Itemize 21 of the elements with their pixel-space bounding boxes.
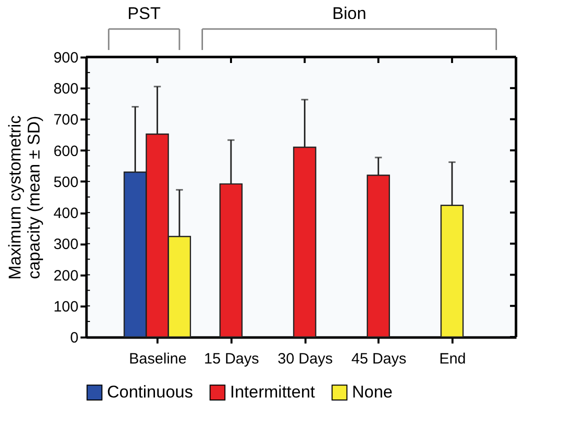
x-tick-label: 30 Days (278, 350, 333, 368)
legend-label: Intermittent (230, 382, 316, 402)
y-tick-label: 400 (53, 205, 78, 222)
text: Bion (332, 4, 366, 23)
x-tick-label: Baseline (129, 350, 187, 368)
y-tick-label: 0 (70, 330, 78, 346)
y-tick-label: 700 (53, 112, 78, 129)
y-tick-label: 800 (53, 80, 78, 98)
y-tick-label: 300 (53, 236, 78, 254)
legend-label: None (352, 382, 393, 402)
x-tick-label: 45 Days (351, 350, 406, 368)
y-tick-label: 100 (53, 298, 78, 316)
y-tick-label: 200 (53, 267, 78, 284)
text: PST (128, 4, 161, 23)
x-tick-label: 15 Days (204, 350, 260, 368)
y-tick-label: 500 (53, 174, 78, 191)
y-axis-title: Maximum cystometric capacity (mean ± SD) (5, 114, 44, 280)
y-tick-label: 600 (53, 142, 78, 160)
legend-label: Continuous (107, 382, 194, 402)
x-tick-label: End (439, 350, 466, 368)
y-tick-label: 900 (53, 50, 78, 66)
